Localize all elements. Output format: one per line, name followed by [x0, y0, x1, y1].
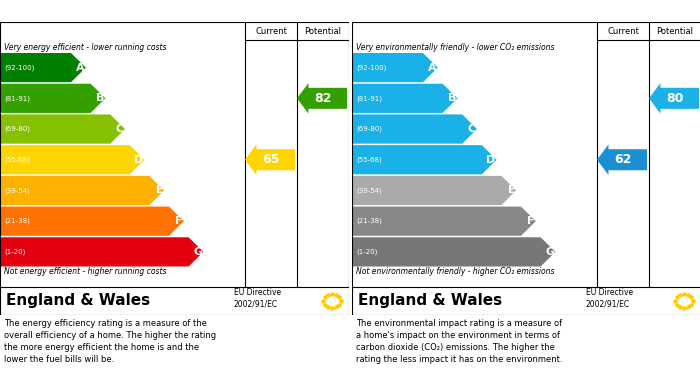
Text: 65: 65: [262, 153, 280, 166]
Text: G: G: [193, 247, 202, 257]
Polygon shape: [597, 145, 647, 175]
Text: F: F: [175, 216, 183, 226]
Text: EU Directive
2002/91/EC: EU Directive 2002/91/EC: [586, 288, 633, 308]
Text: (55-68): (55-68): [4, 156, 29, 163]
Text: Very environmentally friendly - lower CO₂ emissions: Very environmentally friendly - lower CO…: [356, 43, 554, 52]
Text: D: D: [486, 155, 496, 165]
Text: A: A: [76, 63, 85, 73]
Text: (1-20): (1-20): [4, 249, 25, 255]
Text: Current: Current: [607, 27, 639, 36]
Text: (92-100): (92-100): [356, 65, 386, 71]
Text: England & Wales: England & Wales: [6, 294, 150, 308]
Text: (81-91): (81-91): [356, 95, 382, 102]
Text: (21-38): (21-38): [4, 218, 30, 224]
Text: G: G: [545, 247, 554, 257]
Text: C: C: [116, 124, 124, 134]
Text: Potential: Potential: [304, 27, 342, 36]
Polygon shape: [0, 115, 125, 143]
Polygon shape: [352, 53, 438, 82]
Polygon shape: [0, 145, 145, 174]
Polygon shape: [0, 206, 184, 236]
Text: Energy Efficiency Rating: Energy Efficiency Rating: [6, 5, 178, 18]
Polygon shape: [649, 83, 699, 113]
Polygon shape: [0, 84, 106, 113]
Text: Not energy efficient - higher running costs: Not energy efficient - higher running co…: [4, 267, 167, 276]
Text: (1-20): (1-20): [356, 249, 377, 255]
Text: Current: Current: [255, 27, 287, 36]
Polygon shape: [352, 145, 496, 174]
Text: E: E: [155, 185, 163, 196]
Polygon shape: [352, 176, 516, 205]
Text: D: D: [134, 155, 144, 165]
Text: (39-54): (39-54): [356, 187, 382, 194]
Polygon shape: [352, 115, 477, 143]
Text: B: B: [448, 93, 456, 103]
Text: The environmental impact rating is a measure of
a home's impact on the environme: The environmental impact rating is a mea…: [356, 319, 563, 364]
Text: Not environmentally friendly - higher CO₂ emissions: Not environmentally friendly - higher CO…: [356, 267, 554, 276]
Text: (39-54): (39-54): [4, 187, 29, 194]
Text: A: A: [428, 63, 437, 73]
Text: The energy efficiency rating is a measure of the
overall efficiency of a home. T: The energy efficiency rating is a measur…: [4, 319, 216, 364]
Polygon shape: [0, 237, 204, 267]
Text: 62: 62: [615, 153, 631, 166]
Text: C: C: [468, 124, 476, 134]
Text: Potential: Potential: [657, 27, 694, 36]
Text: B: B: [96, 93, 104, 103]
Polygon shape: [352, 237, 555, 267]
Text: Environmental Impact (CO₂) Rating: Environmental Impact (CO₂) Rating: [358, 5, 604, 18]
Polygon shape: [0, 176, 164, 205]
Text: (92-100): (92-100): [4, 65, 34, 71]
Text: (81-91): (81-91): [4, 95, 30, 102]
Text: (21-38): (21-38): [356, 218, 382, 224]
Polygon shape: [297, 83, 347, 113]
Text: F: F: [527, 216, 535, 226]
Text: Very energy efficient - lower running costs: Very energy efficient - lower running co…: [4, 43, 167, 52]
Text: E: E: [508, 185, 515, 196]
Polygon shape: [352, 206, 536, 236]
Text: 80: 80: [666, 92, 684, 105]
Polygon shape: [352, 84, 457, 113]
Text: (55-68): (55-68): [356, 156, 382, 163]
Text: EU Directive
2002/91/EC: EU Directive 2002/91/EC: [234, 288, 281, 308]
Text: (69-80): (69-80): [356, 126, 382, 132]
Text: (69-80): (69-80): [4, 126, 30, 132]
Polygon shape: [245, 145, 295, 175]
Text: 82: 82: [314, 92, 332, 105]
Polygon shape: [0, 53, 86, 82]
Text: England & Wales: England & Wales: [358, 294, 502, 308]
